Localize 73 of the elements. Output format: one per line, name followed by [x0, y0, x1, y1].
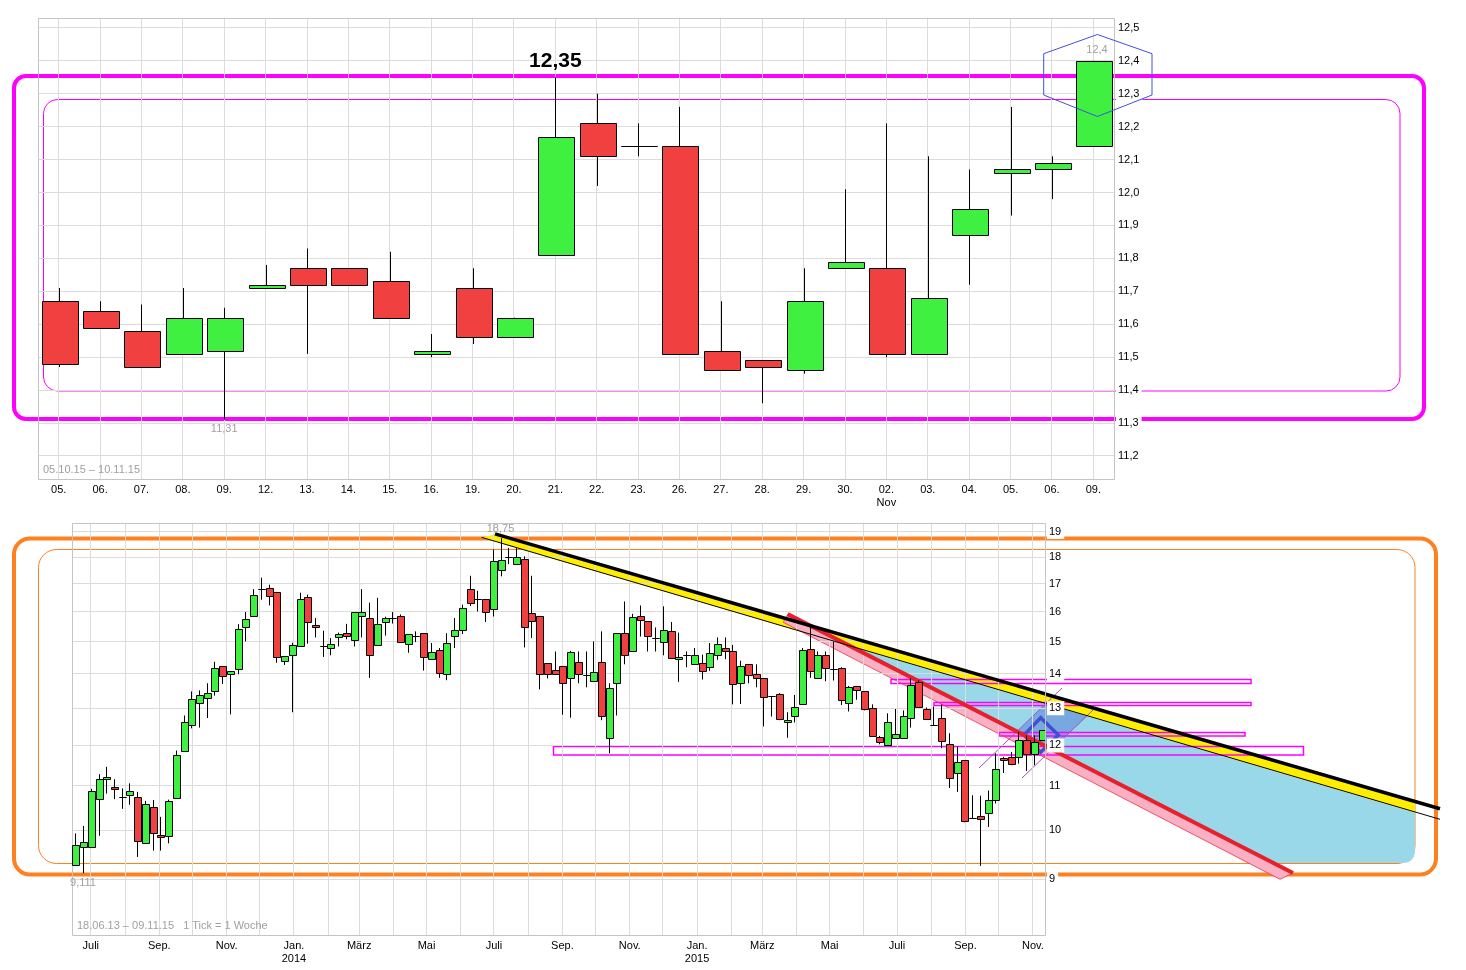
x-tick-label: 23. — [630, 482, 646, 495]
x-tick-label: Sep. — [551, 938, 574, 951]
annotation: 05.10.15 – 10.11.15 — [43, 462, 141, 475]
x-tick-label: 04. — [961, 482, 977, 495]
x-tick-label: 07. — [133, 482, 150, 495]
annotation: 9,111 — [70, 875, 96, 888]
x-tick-label: 13. — [299, 482, 315, 495]
x-tick-label: 09. — [1085, 482, 1101, 495]
x-tick-label: 27. — [713, 482, 729, 495]
y-tick-label: 11,4 — [1118, 383, 1139, 396]
y-tick-label: 11,5 — [1118, 350, 1139, 363]
x-tick-label: 16. — [423, 482, 439, 495]
x-tick-label: Sep. — [954, 938, 977, 951]
y-tick-label: 11,7 — [1118, 284, 1139, 297]
x-tick-label: 03. — [920, 482, 936, 495]
y-tick-label: 19 — [1049, 524, 1062, 537]
x-tick-label: Juli — [888, 938, 906, 951]
x-tick-label: 09. — [216, 482, 232, 495]
x-tick-label: 28. — [754, 482, 770, 495]
y-tick-label: 12,3 — [1118, 86, 1140, 99]
y-tick-label: 15 — [1049, 634, 1062, 647]
y-tick-label: 12,2 — [1118, 119, 1140, 132]
x-tick-label: 26. — [671, 482, 688, 495]
y-tick-label: 12,0 — [1118, 185, 1140, 198]
y-tick-label: 11,6 — [1118, 317, 1139, 330]
x-tick-label: 20. — [506, 482, 522, 495]
y-tick-label: 11,2 — [1118, 448, 1139, 461]
annotation: 12,35 — [529, 47, 582, 71]
y-tick-label: 12,5 — [1118, 20, 1140, 33]
x-tick-label: 30. — [837, 482, 853, 495]
y-tick-label: 11 — [1049, 778, 1061, 791]
annotation: 18.06.13 – 09.11.15 1 Tick = 1 Woche — [77, 918, 268, 931]
y-tick-label: 12,1 — [1118, 152, 1140, 165]
x-tick-label: 06. — [92, 482, 108, 495]
y-tick-label: 9 — [1049, 872, 1056, 885]
y-tick-label: 13 — [1049, 701, 1062, 714]
x-tick-label: 22. — [589, 482, 605, 495]
y-tick-label: 17 — [1049, 576, 1062, 589]
x-tick-label: 12. — [257, 482, 274, 495]
y-tick-label: 14 — [1049, 666, 1062, 679]
x-tick-label: Mai — [820, 938, 839, 951]
x-tick-label: 06. — [1044, 482, 1060, 495]
x-tick-label: 02. Nov — [876, 482, 897, 508]
y-tick-label: 16 — [1049, 604, 1062, 617]
x-tick-label: 21. — [547, 482, 563, 495]
x-tick-label: 15. — [382, 482, 398, 495]
y-tick-label: 10 — [1049, 823, 1062, 836]
x-tick-label: 14. — [340, 482, 357, 495]
x-tick-label: Juli — [485, 938, 503, 951]
annotation: 18,75 — [486, 521, 515, 534]
y-tick-label: 11,3 — [1118, 416, 1139, 429]
y-tick-label: 11,9 — [1118, 218, 1139, 231]
x-tick-label: Juli — [82, 938, 100, 951]
x-tick-label: Jan. 2014 — [281, 938, 307, 964]
y-tick-label: 12 — [1049, 738, 1062, 751]
x-tick-label: 29. — [795, 482, 812, 495]
x-tick-label: Sep. — [147, 938, 171, 951]
x-tick-label: März — [346, 938, 372, 951]
annotation: 12,4 — [1086, 42, 1108, 55]
y-tick-label: 12,4 — [1118, 53, 1140, 66]
x-tick-label: Nov. — [215, 938, 238, 951]
x-tick-label: Nov. — [618, 938, 641, 951]
y-tick-label: 18 — [1049, 550, 1062, 563]
x-tick-label: Nov. — [1021, 938, 1044, 951]
annotation: 11,31 — [210, 422, 238, 435]
y-tick-label: 11,8 — [1118, 251, 1139, 264]
x-tick-label: 08. — [175, 482, 191, 495]
x-tick-label: 05. — [51, 482, 67, 495]
x-tick-label: Jan. 2015 — [684, 938, 710, 964]
x-tick-label: März — [750, 938, 775, 951]
x-tick-label: Mai — [417, 938, 436, 951]
x-tick-label: 05. — [1002, 482, 1019, 495]
x-tick-label: 19. — [464, 482, 481, 495]
